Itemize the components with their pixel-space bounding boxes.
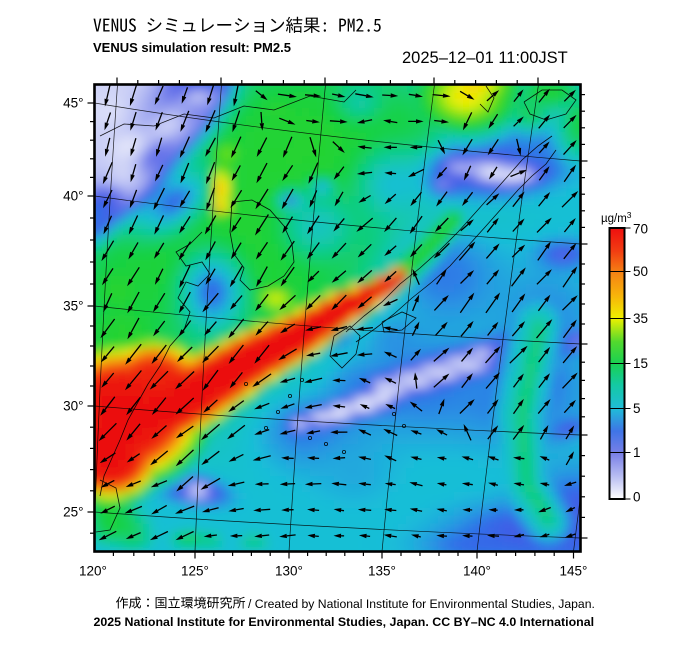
svg-text:30°: 30° (63, 399, 83, 414)
svg-text:70: 70 (633, 222, 648, 237)
svg-text:125°: 125° (181, 564, 209, 579)
svg-text:15: 15 (633, 356, 648, 371)
svg-text:120°: 120° (79, 564, 107, 579)
svg-text:5: 5 (633, 401, 641, 416)
svg-text:35: 35 (633, 311, 648, 326)
svg-text:45°: 45° (63, 96, 83, 111)
svg-text:50: 50 (633, 264, 648, 279)
svg-text:0: 0 (633, 490, 641, 505)
svg-text:40°: 40° (63, 189, 83, 204)
svg-text:130°: 130° (275, 564, 303, 579)
svg-text:140°: 140° (463, 564, 491, 579)
svg-text:µg/m3: µg/m3 (601, 210, 632, 225)
svg-text:25°: 25° (63, 505, 83, 520)
svg-text:135°: 135° (368, 564, 396, 579)
svg-text:145°: 145° (560, 564, 588, 579)
svg-text:35°: 35° (63, 299, 83, 314)
svg-text:1: 1 (633, 445, 641, 460)
